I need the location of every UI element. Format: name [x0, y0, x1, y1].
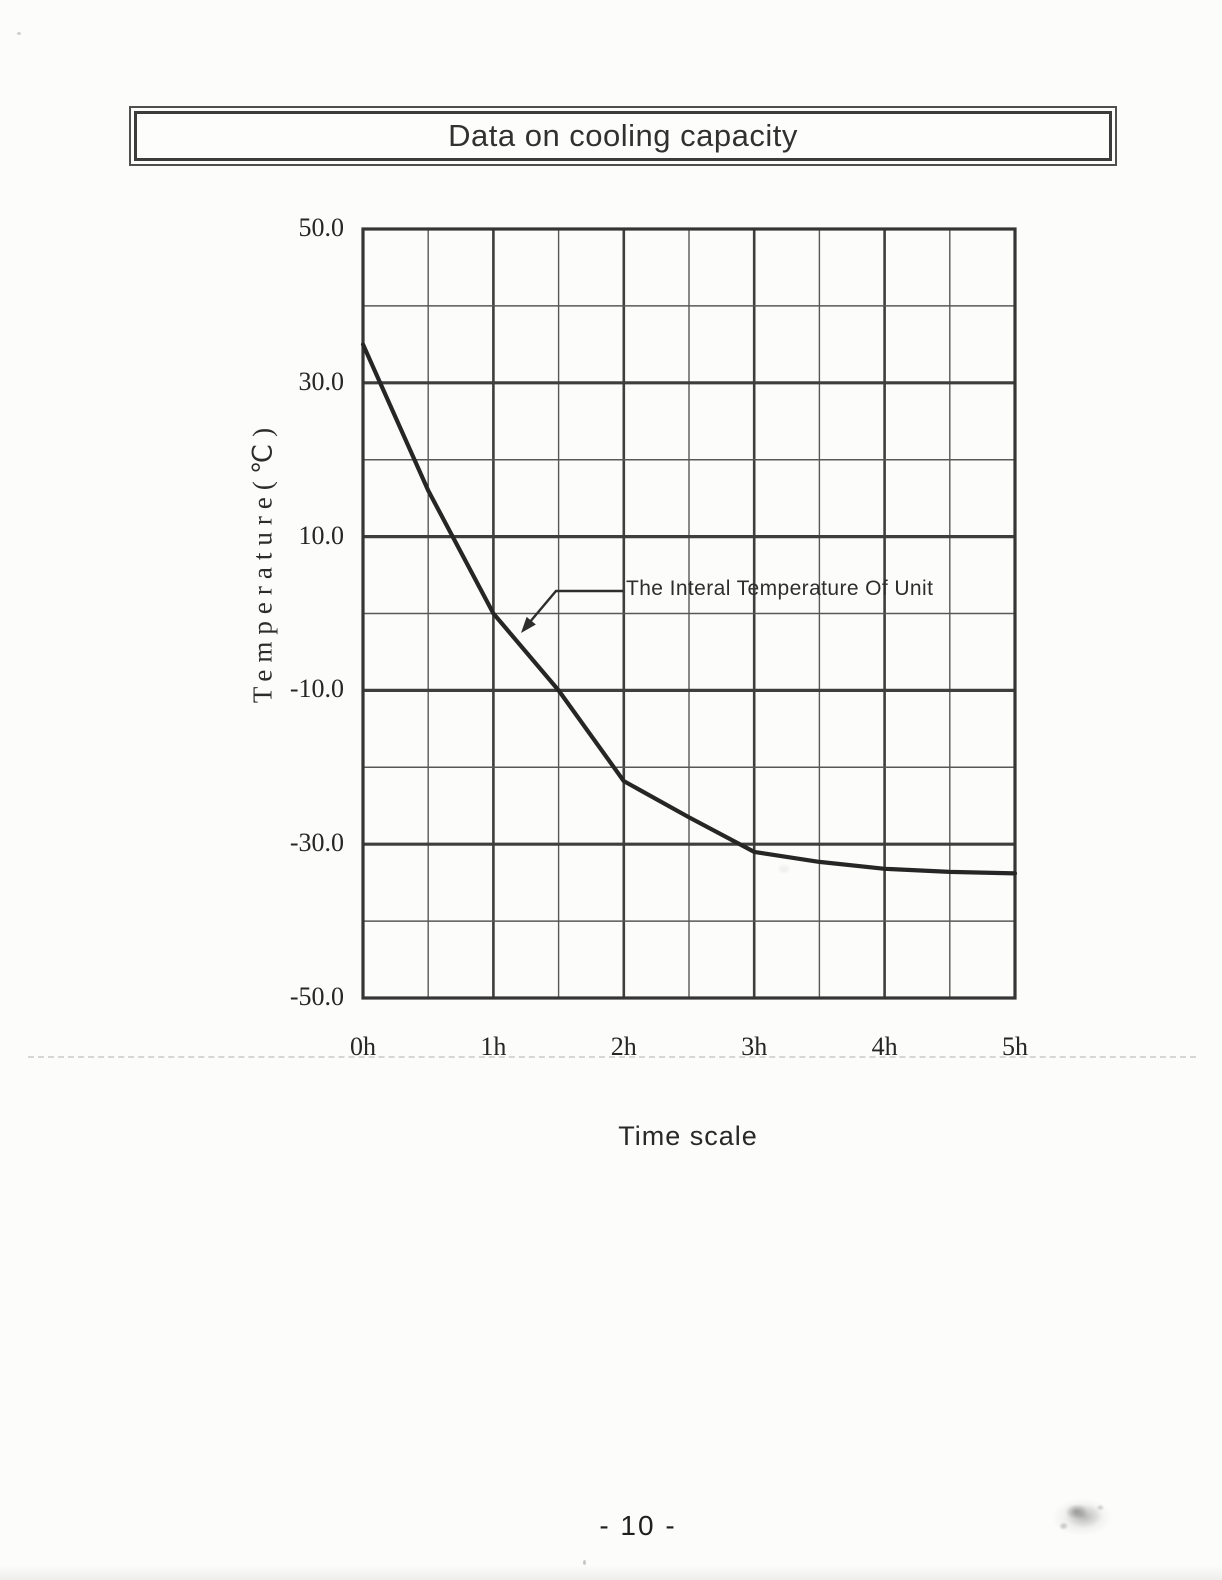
scan-speck	[583, 1560, 586, 1565]
title-inner-border: Data on cooling capacity	[134, 111, 1112, 161]
title-box: Data on cooling capacity	[129, 106, 1117, 166]
y-tick-label: 10.0	[298, 520, 345, 550]
annotation-leader-line	[523, 589, 623, 630]
scan-speck	[779, 865, 789, 873]
x-tick-label: 0h	[350, 1032, 376, 1061]
x-axis-label: Time scale	[618, 1121, 758, 1151]
y-tick-label: -50.0	[289, 982, 344, 1011]
x-tick-label: 3h	[741, 1032, 768, 1061]
y-tick-label: -10.0	[289, 674, 344, 704]
x-tick-label: 2h	[610, 1032, 637, 1061]
smudge-mark	[1036, 1488, 1128, 1544]
y-tick-label: 50.0	[298, 213, 345, 242]
y-axis-label: Temperature(℃)	[247, 420, 278, 704]
scan-speck	[17, 32, 21, 35]
temperature-curve	[360, 342, 1018, 876]
y-tick-label: 30.0	[298, 366, 345, 396]
annotation-arrowhead-icon	[521, 616, 536, 633]
x-tick-label: 1h	[480, 1032, 507, 1061]
x-tick-label: 4h	[871, 1032, 898, 1061]
page-number: - 10 -	[599, 1510, 677, 1541]
x-tick-label: 5h	[1002, 1032, 1028, 1061]
page-bottom-edge	[0, 1566, 1222, 1580]
y-tick-label: -30.0	[289, 828, 344, 858]
page-title: Data on cooling capacity	[448, 118, 798, 153]
series-annotation-label: The Interal Temperature Of Unit	[626, 577, 934, 600]
plot-border	[361, 227, 1017, 1000]
scan-artifact-line	[28, 1056, 1196, 1058]
